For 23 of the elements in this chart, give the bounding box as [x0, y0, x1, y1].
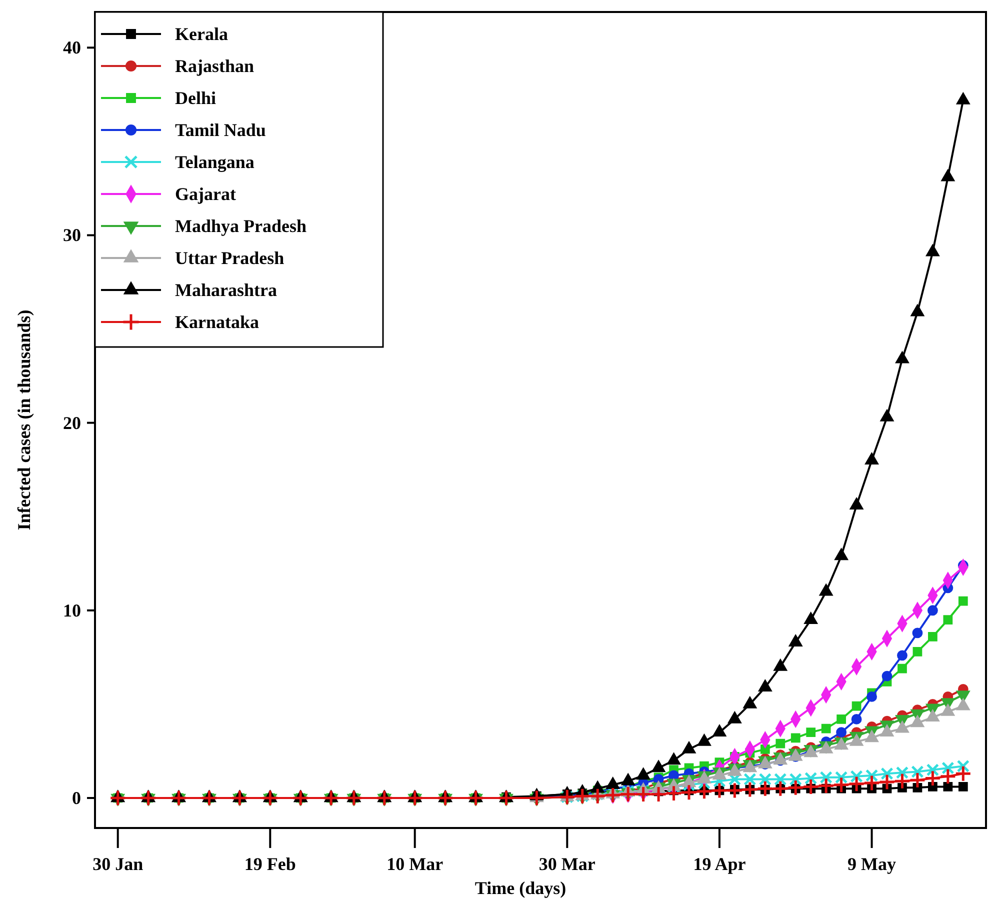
legend-label: Tamil Nadu [175, 120, 266, 140]
legend-label: Uttar Pradesh [175, 248, 284, 268]
x-tick-label: 30 Mar [538, 854, 596, 874]
legend-label: Gajarat [175, 184, 236, 204]
y-tick-label: 0 [72, 788, 81, 808]
x-axis-title: Time (days) [474, 878, 566, 898]
legend-label: Rajasthan [175, 56, 254, 76]
x-tick-label: 9 May [848, 854, 896, 874]
y-tick-label: 30 [63, 225, 81, 246]
x-tick-label: 10 Mar [386, 854, 444, 874]
x-tick-label: 30 Jan [92, 854, 144, 874]
legend-label: Kerala [175, 24, 228, 44]
x-tick-label: 19 Apr [693, 854, 746, 874]
x-tick-label: 19 Feb [244, 854, 296, 874]
y-tick-label: 40 [63, 38, 81, 58]
legend-label: Madhya Pradesh [175, 216, 307, 236]
legend-label: Telangana [175, 152, 254, 172]
legend-label: Delhi [175, 88, 216, 108]
y-tick-label: 20 [63, 412, 81, 433]
legend-label: Karnataka [175, 312, 260, 332]
y-axis-title: Infected cases (in thousands) [14, 310, 34, 530]
y-tick-label: 10 [63, 600, 81, 620]
legend-label: Maharashtra [175, 280, 277, 300]
